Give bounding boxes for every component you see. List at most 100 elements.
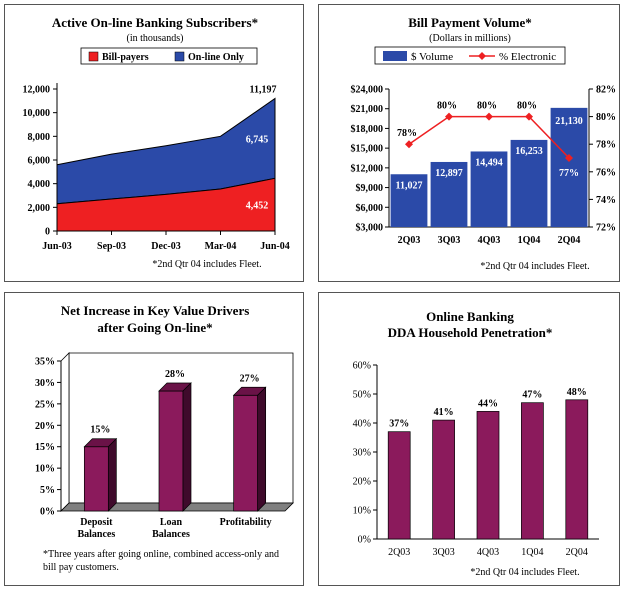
- bar-penetration: [476, 411, 500, 540]
- chart-title-line2: DDA Household Penetration*: [388, 325, 553, 340]
- x-tick-label: 1Q04: [518, 235, 541, 246]
- bar-value-label: 41%: [434, 407, 454, 418]
- y2-tick-label: 72%: [596, 223, 616, 234]
- chart-title: Net Increase in Key Value Drivers: [61, 303, 250, 318]
- y-tick-label: 0: [45, 227, 50, 238]
- footnote-line1: *Three years after going online, combine…: [43, 549, 279, 560]
- bar-penetration: [565, 399, 589, 540]
- y-tick-label: $6,000: [356, 203, 384, 214]
- bar-volume: [430, 161, 468, 227]
- line-value-label: 80%: [517, 101, 537, 112]
- legend-marker-electronic: [478, 52, 486, 60]
- y-tick-label: 30%: [35, 378, 55, 389]
- bar-volume: [550, 107, 588, 227]
- y-tick-label: $24,000: [351, 85, 384, 96]
- footnote: *2nd Qtr 04 includes Fleet.: [480, 261, 589, 272]
- chart-subtitle: (in thousands): [127, 33, 184, 44]
- bar-value-driver: [158, 390, 184, 512]
- line-value-label: 77%: [559, 168, 579, 179]
- bill-payment-bar-chart: Bill Payment Volume* (Dollars in million…: [351, 15, 617, 272]
- value-drivers-chart-panel: Net Increase in Key Value Drivers after …: [4, 292, 304, 586]
- bar-side-face: [182, 382, 192, 512]
- marker-electronic: [525, 112, 533, 121]
- bar-penetration: [387, 431, 411, 540]
- y-tick-label: 8,000: [28, 132, 51, 143]
- x-tick-label: 3Q03: [432, 547, 454, 558]
- y-tick-label: 4,000: [28, 179, 51, 190]
- line-value-label: 80%: [477, 101, 497, 112]
- x-tick-label: 2Q03: [388, 547, 410, 558]
- bar-value-label: 21,130: [555, 116, 583, 127]
- x-tick-label: Balances: [77, 529, 115, 540]
- bar-penetration: [521, 402, 544, 540]
- bill-payment-chart-panel: Bill Payment Volume* (Dollars in million…: [318, 4, 620, 282]
- marker-electronic: [565, 154, 573, 162]
- x-tick-label: Loan: [160, 517, 183, 528]
- y-tick-label: 20%: [35, 421, 55, 432]
- x-tick-label: Deposit: [80, 517, 113, 528]
- legend: Bill-payers On-line Only: [80, 47, 258, 65]
- dda-penetration-chart-panel: Online Banking DDA Household Penetration…: [318, 292, 620, 586]
- bar-value-label: 12,897: [435, 168, 463, 179]
- y-tick-label: $3,000: [356, 223, 384, 234]
- bar-value-label: 28%: [165, 369, 185, 380]
- x-tick-label: 4Q03: [477, 547, 499, 558]
- legend-box: [80, 47, 258, 65]
- data-label-bill-payers: 4,452: [246, 201, 269, 212]
- y-tick-label: 30%: [353, 448, 371, 459]
- footnote-line2: bill pay customers.: [43, 562, 119, 573]
- y-tick-label: 0%: [40, 507, 55, 518]
- legend: $ Volume % Electronic: [374, 46, 566, 65]
- line-value-label: 78%: [397, 128, 417, 139]
- data-label-total: 11,197: [250, 85, 277, 96]
- legend-label-volume: $ Volume: [411, 51, 453, 63]
- x-tick-label: Balances: [152, 529, 190, 540]
- marker-electronic: [485, 112, 493, 121]
- x-tick-label: 2Q03: [398, 235, 421, 246]
- subscribers-area-chart: Active On-line Banking Subscribers* (in …: [23, 15, 290, 270]
- x-tick-label: Mar-04: [205, 241, 237, 252]
- x-tick-label: 2Q04: [558, 235, 581, 246]
- y-tick-label: 2,000: [28, 203, 51, 214]
- marker-electronic: [405, 140, 413, 149]
- footnote: *2nd Qtr 04 includes Fleet.: [152, 259, 261, 270]
- bar-side-face: [257, 386, 267, 512]
- y-tick-label: 10,000: [23, 108, 51, 119]
- y-tick-label: $21,000: [351, 104, 384, 115]
- y-tick-label: $9,000: [356, 183, 384, 194]
- x-tick-label: 2Q04: [566, 547, 588, 558]
- bar-penetration: [432, 419, 455, 540]
- x-tick-label: Sep-03: [97, 241, 126, 252]
- legend-swatch-online-only: [174, 51, 185, 62]
- bar-side-face: [107, 437, 117, 512]
- y-tick-label: 20%: [353, 477, 371, 488]
- y-tick-label: 15%: [35, 442, 55, 453]
- legend-label-bill-payers: Bill-payers: [102, 52, 149, 63]
- y2-tick-label: 76%: [596, 167, 616, 178]
- legend-label-online-only: On-line Only: [188, 52, 244, 63]
- y-tick-label: 0%: [358, 535, 371, 546]
- y-tick-label: 25%: [35, 399, 55, 410]
- bar-volume: [510, 139, 548, 227]
- bar-value-label: 48%: [567, 387, 587, 398]
- dda-penetration-bar-chart: Online Banking DDA Household Penetration…: [353, 309, 599, 578]
- y-tick-label: $12,000: [351, 163, 384, 174]
- chart-title-line2: after Going On-line*: [97, 320, 212, 335]
- x-tick-label: Profitability: [220, 517, 272, 528]
- y2-tick-label: 78%: [596, 140, 616, 151]
- legend-label-electronic: % Electronic: [499, 51, 556, 63]
- bar-value-label: 16,253: [515, 146, 543, 157]
- y-tick-label: 10%: [353, 506, 371, 517]
- y-tick-label: 60%: [353, 361, 371, 372]
- chart-title: Online Banking: [426, 309, 514, 324]
- subscribers-chart-panel: Active On-line Banking Subscribers* (in …: [4, 4, 304, 282]
- bar-value-label: 47%: [522, 390, 542, 401]
- y-tick-label: 10%: [35, 464, 55, 475]
- x-tick-label: Jun-03: [42, 241, 71, 252]
- bar-value-label: 27%: [240, 373, 260, 384]
- chart-title: Bill Payment Volume*: [408, 15, 532, 30]
- bar-volume: [470, 151, 508, 227]
- legend-swatch-bill-payers: [88, 51, 99, 62]
- y-tick-label: 35%: [35, 357, 55, 368]
- x-tick-label: 3Q03: [438, 235, 461, 246]
